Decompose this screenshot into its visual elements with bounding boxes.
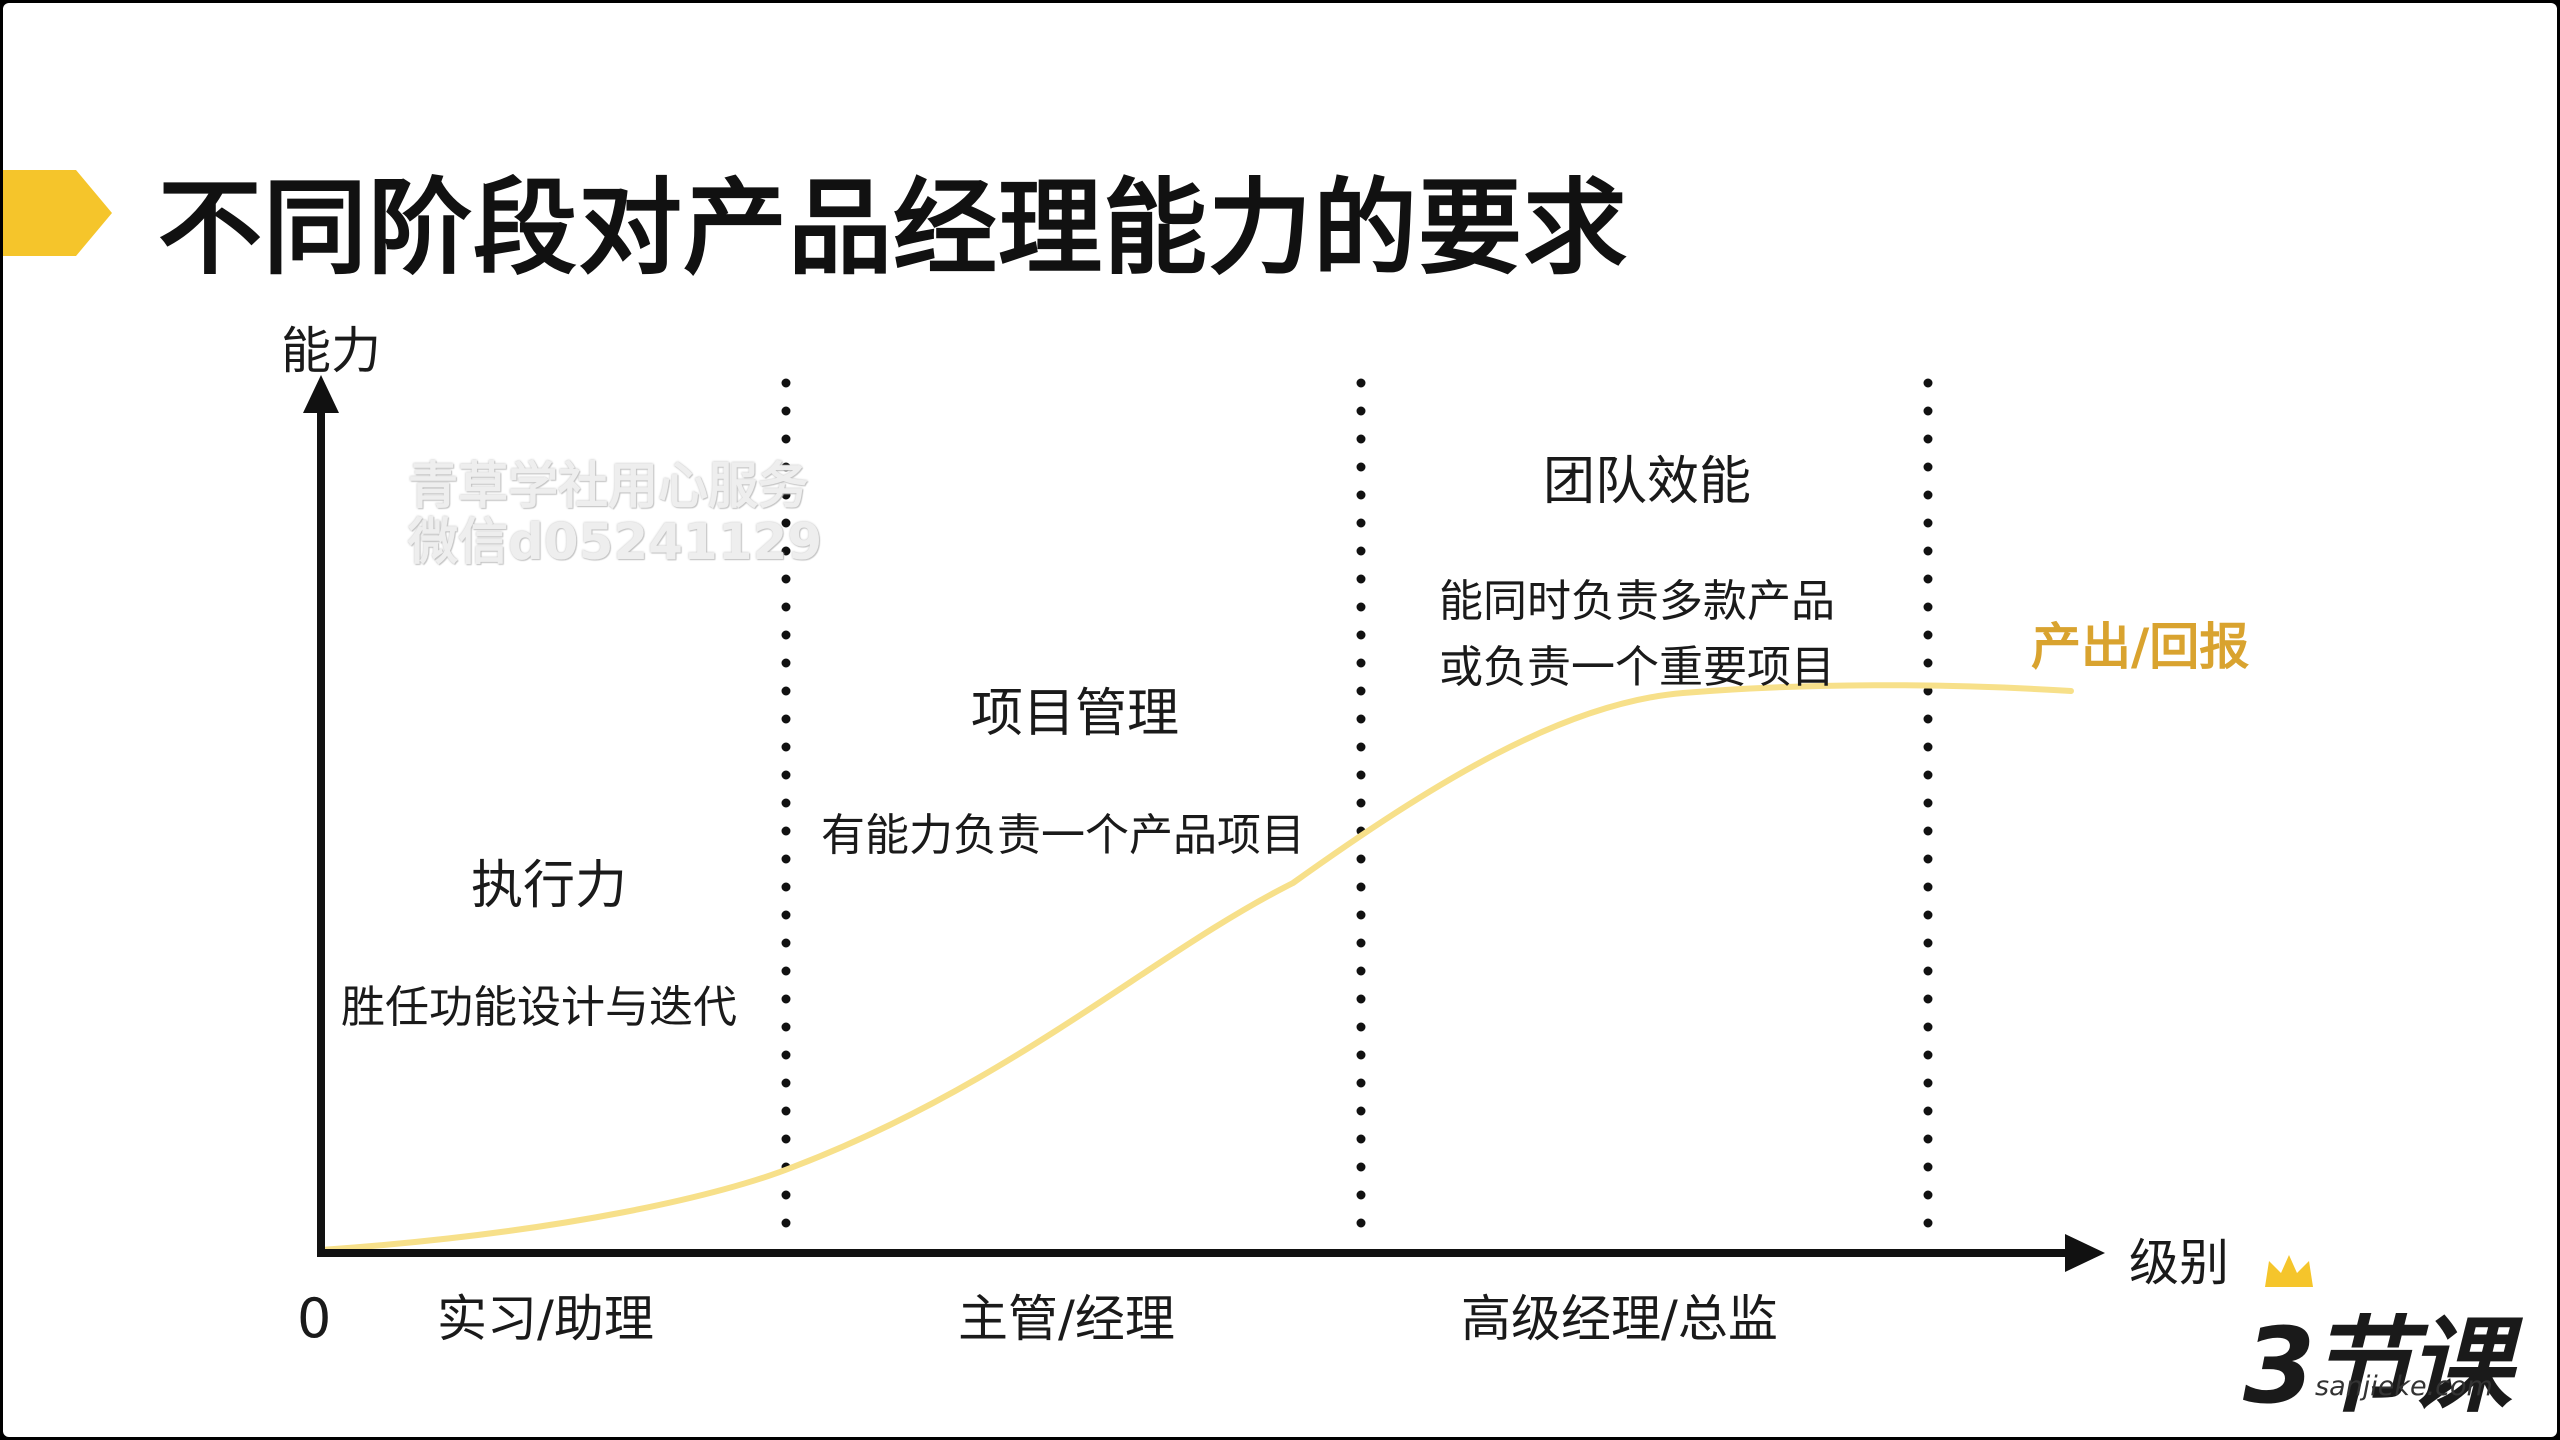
stage-title-execution: 执行力 bbox=[471, 856, 628, 916]
logo-sub: sanjieke.com bbox=[2315, 1371, 2493, 1402]
slide: 不同阶段对产品经理能力的要求 能力 级别 0 实习/助理 主管/经理 高级经理/… bbox=[3, 3, 2557, 1437]
watermark-line-1: 青草学社用心服务 bbox=[408, 457, 808, 515]
watermark: 青草学社用心服务 微信d05241129 bbox=[408, 458, 822, 570]
page-title: 不同阶段对产品经理能力的要求 bbox=[158, 167, 1629, 289]
watermark-line-2: 微信d05241129 bbox=[408, 513, 823, 571]
x-axis-arrow-icon bbox=[2065, 1234, 2105, 1272]
level-label-intern: 实习/助理 bbox=[437, 1290, 654, 1348]
logo-mark: 3节课 bbox=[2243, 1305, 2511, 1427]
curve-label: 产出/回报 bbox=[2031, 618, 2250, 676]
origin-label: 0 bbox=[297, 1287, 332, 1350]
stage-desc-team-line-1: 能同时负责多款产品 bbox=[1439, 576, 1835, 627]
ability-diagram bbox=[303, 375, 2105, 1272]
stage-desc-project: 有能力负责一个产品项目 bbox=[821, 810, 1305, 861]
title-marker-icon bbox=[3, 170, 112, 256]
brand-logo: 3节课 sanjieke.com bbox=[2243, 1253, 2511, 1427]
output-curve bbox=[318, 682, 2074, 1253]
x-axis-label: 级别 bbox=[2129, 1234, 2229, 1292]
crown-icon bbox=[2265, 1255, 2313, 1287]
stage-desc-team-line-2: 或负责一个重要项目 bbox=[1439, 642, 1835, 693]
stage-title-project: 项目管理 bbox=[971, 684, 1180, 744]
y-axis-arrow-icon bbox=[303, 375, 339, 413]
stage-desc-execution: 胜任功能设计与迭代 bbox=[341, 982, 737, 1033]
level-label-manager: 主管/经理 bbox=[958, 1290, 1175, 1348]
level-label-director: 高级经理/总监 bbox=[1461, 1290, 1778, 1348]
stage-title-team: 团队效能 bbox=[1543, 452, 1752, 512]
y-axis-label: 能力 bbox=[281, 322, 381, 380]
